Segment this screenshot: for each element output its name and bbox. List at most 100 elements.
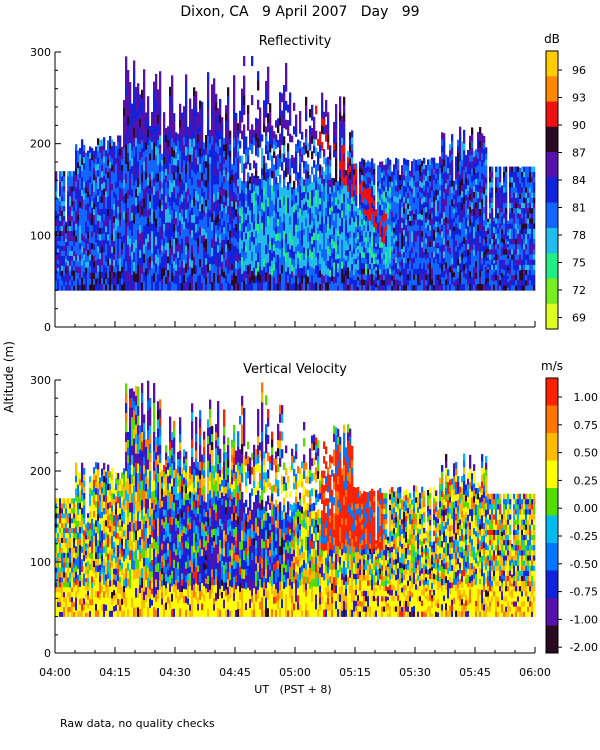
heatmap-cell bbox=[329, 214, 332, 222]
heatmap-cell bbox=[285, 271, 288, 282]
heatmap-cell bbox=[283, 196, 286, 206]
heatmap-cell bbox=[465, 228, 468, 235]
heatmap-cell bbox=[429, 170, 432, 176]
heatmap-cell bbox=[197, 112, 200, 120]
heatmap-cell bbox=[255, 237, 258, 246]
heatmap-cell bbox=[387, 212, 390, 219]
heatmap-cell bbox=[241, 265, 244, 274]
heatmap-cell bbox=[323, 260, 326, 269]
heatmap-cell bbox=[451, 192, 454, 200]
heatmap-cell bbox=[461, 178, 464, 186]
heatmap-cell bbox=[377, 253, 380, 260]
heatmap-cell bbox=[435, 242, 438, 249]
heatmap-cell bbox=[199, 195, 202, 204]
heatmap-cell bbox=[329, 159, 332, 167]
heatmap-cell bbox=[239, 252, 242, 261]
heatmap-cell bbox=[473, 180, 476, 187]
heatmap-cell bbox=[141, 98, 144, 107]
heatmap-cell bbox=[353, 216, 356, 223]
heatmap-cell bbox=[339, 161, 342, 170]
heatmap-cell bbox=[461, 159, 464, 167]
heatmap-cell bbox=[77, 220, 80, 227]
heatmap-cell bbox=[131, 212, 134, 221]
heatmap-cell bbox=[431, 163, 434, 169]
heatmap-cell bbox=[287, 205, 290, 214]
heatmap-cell bbox=[253, 137, 256, 146]
heatmap-cell bbox=[83, 163, 86, 170]
heatmap-cell bbox=[95, 158, 98, 165]
heatmap-cell bbox=[129, 134, 132, 144]
heatmap-cell bbox=[147, 160, 150, 170]
heatmap-cell bbox=[469, 271, 472, 278]
heatmap-cell bbox=[103, 226, 106, 234]
heatmap-cell bbox=[55, 171, 58, 177]
heatmap-cell bbox=[87, 243, 90, 250]
heatmap-cell bbox=[265, 226, 268, 236]
heatmap-cell bbox=[225, 143, 228, 152]
heatmap-cell bbox=[375, 280, 378, 284]
heatmap-cell bbox=[449, 168, 452, 175]
heatmap-cell bbox=[439, 229, 442, 235]
heatmap-cell bbox=[195, 282, 198, 291]
heatmap-cell bbox=[471, 208, 474, 216]
heatmap-cell bbox=[133, 232, 136, 243]
heatmap-cell bbox=[345, 275, 348, 281]
heatmap-cell bbox=[331, 266, 334, 272]
heatmap-cell bbox=[247, 155, 250, 165]
heatmap-cell bbox=[419, 208, 422, 215]
figure-title: Dixon, CA 9 April 2007 Day 99 bbox=[180, 4, 419, 20]
heatmap-cell bbox=[411, 161, 414, 167]
heatmap-cell bbox=[419, 273, 422, 280]
heatmap-cell bbox=[301, 184, 304, 193]
heatmap-cell bbox=[101, 170, 104, 178]
heatmap-cell bbox=[253, 198, 256, 207]
heatmap-cell bbox=[105, 214, 108, 221]
heatmap-cell bbox=[431, 157, 434, 164]
heatmap-cell bbox=[97, 157, 100, 164]
heatmap-cell bbox=[73, 265, 76, 271]
heatmap-cell bbox=[351, 177, 354, 185]
heatmap-cell bbox=[61, 275, 64, 281]
heatmap-cell bbox=[69, 240, 72, 246]
heatmap-cell bbox=[235, 268, 238, 276]
heatmap-cell bbox=[109, 155, 112, 162]
heatmap-cell bbox=[421, 160, 424, 167]
heatmap-cell bbox=[331, 262, 334, 268]
heatmap-cell bbox=[219, 99, 222, 108]
heatmap-cell bbox=[77, 261, 80, 268]
heatmap-cell bbox=[389, 197, 392, 204]
heatmap-cell bbox=[179, 181, 182, 190]
heatmap-cell bbox=[125, 241, 128, 252]
heatmap-cell bbox=[371, 158, 374, 165]
heatmap-cell bbox=[283, 93, 286, 103]
heatmap-cell bbox=[447, 201, 450, 208]
heatmap-cell bbox=[105, 231, 108, 239]
heatmap-cell bbox=[107, 284, 110, 291]
heatmap-cell bbox=[419, 219, 422, 225]
heatmap-cell bbox=[483, 200, 486, 208]
heatmap-cell bbox=[59, 181, 62, 187]
heatmap-cell bbox=[369, 204, 372, 211]
heatmap-cell bbox=[407, 176, 410, 182]
heatmap-cell bbox=[89, 152, 92, 159]
heatmap-cell bbox=[315, 223, 318, 232]
heatmap-cell bbox=[183, 190, 186, 199]
heatmap-cell bbox=[63, 280, 66, 286]
heatmap-cell bbox=[119, 277, 122, 285]
heatmap-cell bbox=[275, 205, 278, 213]
heatmap-cell bbox=[339, 249, 342, 259]
heatmap-cell bbox=[117, 225, 120, 233]
heatmap-cell bbox=[291, 135, 294, 143]
heatmap-cell bbox=[83, 241, 86, 249]
heatmap-cell bbox=[433, 240, 436, 247]
heatmap-cell bbox=[193, 138, 196, 147]
heatmap-cell bbox=[187, 208, 190, 216]
heatmap-cell bbox=[295, 121, 298, 130]
heatmap-cell bbox=[333, 206, 336, 214]
heatmap-cell bbox=[93, 203, 96, 210]
heatmap-cell bbox=[127, 281, 130, 291]
heatmap-cell bbox=[467, 202, 470, 209]
heatmap-cell bbox=[231, 264, 234, 270]
heatmap-cell bbox=[345, 230, 348, 236]
heatmap-cell bbox=[89, 248, 92, 255]
